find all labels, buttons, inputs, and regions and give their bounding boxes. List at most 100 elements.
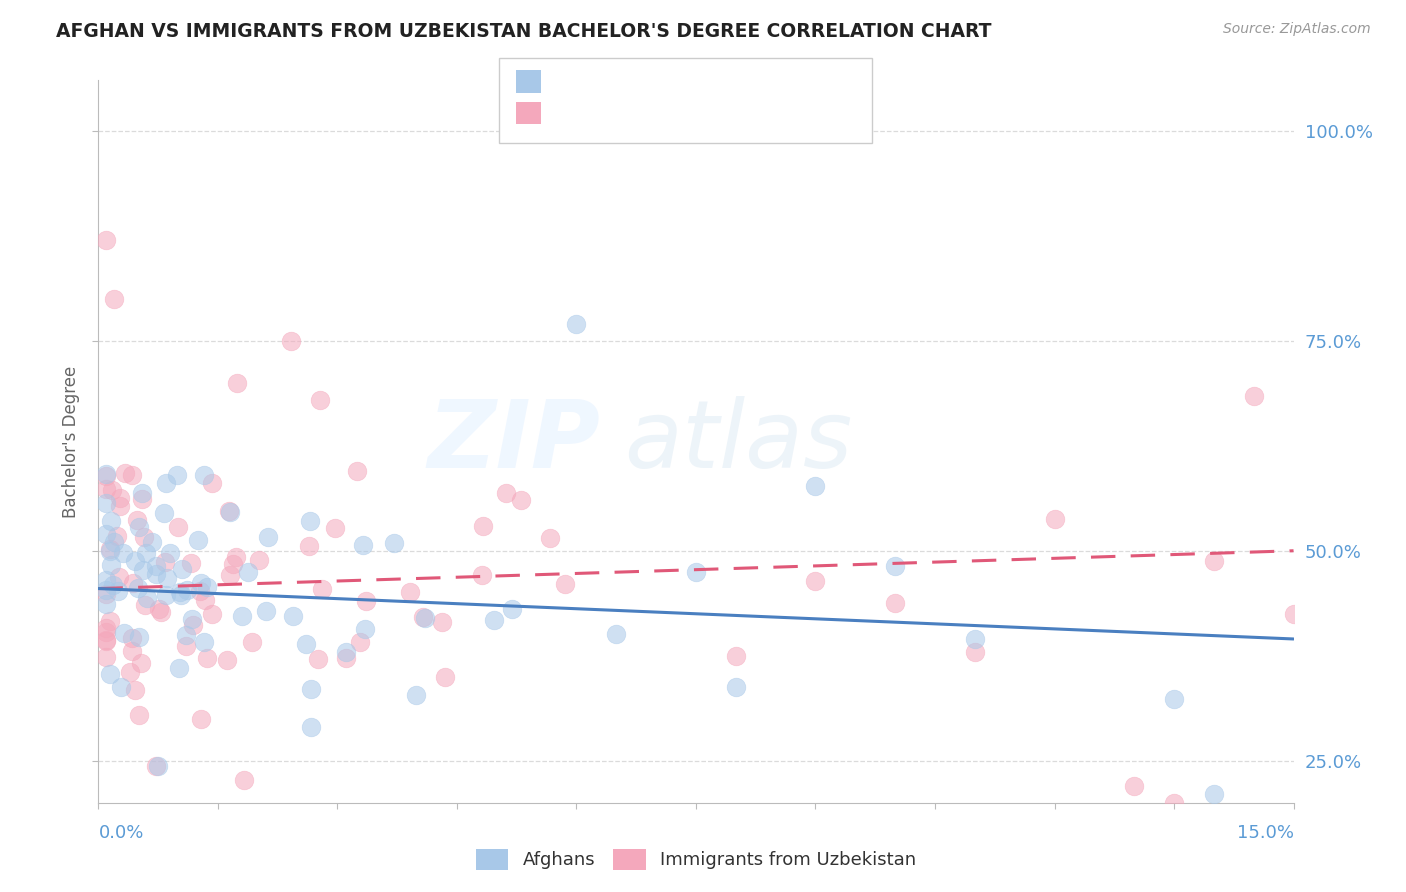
- Point: [195, 651, 218, 665]
- Point: [107, 583, 129, 598]
- Point: [96, 649, 118, 664]
- Point: [96, 496, 118, 510]
- Point: [121, 467, 143, 482]
- Point: [96, 625, 118, 640]
- Point: [346, 464, 368, 478]
- Point: [155, 571, 177, 585]
- Point: [193, 468, 215, 483]
- Point: [100, 514, 122, 528]
- Point: [565, 317, 588, 331]
- Point: [398, 585, 420, 599]
- Point: [169, 585, 191, 599]
- Point: [412, 610, 434, 624]
- Text: R =: R =: [553, 103, 595, 120]
- Point: [724, 648, 747, 663]
- Point: [232, 772, 254, 787]
- Point: [190, 576, 212, 591]
- Point: [110, 500, 132, 514]
- Text: Source: ZipAtlas.com: Source: ZipAtlas.com: [1223, 22, 1371, 37]
- Point: [1163, 796, 1185, 810]
- Point: [100, 558, 122, 572]
- Point: [352, 538, 374, 552]
- Point: [180, 612, 202, 626]
- Point: [187, 533, 209, 547]
- Point: [215, 653, 238, 667]
- Point: [724, 680, 747, 694]
- Text: R =: R =: [553, 71, 595, 89]
- Point: [100, 483, 122, 498]
- Point: [121, 632, 143, 646]
- Text: 74: 74: [716, 71, 737, 89]
- Point: [884, 558, 907, 573]
- Point: [96, 526, 118, 541]
- Point: [225, 549, 247, 564]
- Point: [149, 605, 172, 619]
- Point: [103, 535, 125, 549]
- Point: [155, 589, 177, 603]
- Point: [1202, 554, 1225, 568]
- Point: [201, 475, 224, 490]
- Point: [256, 530, 278, 544]
- Point: [299, 514, 322, 528]
- Point: [247, 553, 270, 567]
- Point: [195, 580, 218, 594]
- Point: [98, 615, 121, 629]
- Point: [307, 652, 329, 666]
- Point: [174, 639, 197, 653]
- Point: [141, 534, 163, 549]
- Text: ZIP: ZIP: [427, 395, 600, 488]
- Point: [134, 598, 156, 612]
- Text: 15.0%: 15.0%: [1236, 824, 1294, 842]
- Point: [538, 531, 561, 545]
- Point: [132, 530, 155, 544]
- Point: [128, 630, 150, 644]
- Point: [111, 546, 134, 560]
- Point: [96, 632, 118, 647]
- Point: [170, 561, 193, 575]
- Point: [181, 618, 204, 632]
- Point: [110, 680, 132, 694]
- Point: [128, 520, 150, 534]
- Point: [193, 635, 215, 649]
- Point: [124, 554, 146, 568]
- Point: [1243, 389, 1265, 403]
- Point: [311, 582, 333, 596]
- Point: [190, 712, 212, 726]
- Text: 0.021: 0.021: [595, 103, 658, 120]
- Point: [121, 644, 143, 658]
- Point: [472, 519, 495, 533]
- Point: [167, 661, 190, 675]
- Point: [114, 467, 136, 481]
- Point: [96, 233, 118, 247]
- Point: [98, 544, 121, 558]
- Point: [145, 559, 167, 574]
- Point: [174, 628, 197, 642]
- Point: [510, 492, 533, 507]
- Point: [98, 541, 121, 556]
- Point: [148, 602, 170, 616]
- Point: [131, 492, 153, 507]
- Point: [131, 657, 153, 671]
- Point: [96, 621, 118, 635]
- Point: [335, 651, 357, 665]
- Point: [501, 601, 523, 615]
- Point: [127, 582, 149, 596]
- Point: [96, 482, 118, 496]
- Point: [963, 632, 986, 646]
- Point: [128, 707, 150, 722]
- Point: [219, 568, 242, 582]
- Point: [188, 584, 211, 599]
- Point: [281, 609, 304, 624]
- Point: [96, 467, 118, 481]
- Point: [218, 504, 240, 518]
- Point: [299, 720, 322, 734]
- Point: [124, 683, 146, 698]
- Point: [884, 596, 907, 610]
- Text: AFGHAN VS IMMIGRANTS FROM UZBEKISTAN BACHELOR'S DEGREE CORRELATION CHART: AFGHAN VS IMMIGRANTS FROM UZBEKISTAN BAC…: [56, 22, 991, 41]
- Point: [325, 521, 347, 535]
- Point: [382, 536, 405, 550]
- Point: [96, 469, 118, 483]
- Text: N =: N =: [668, 103, 731, 120]
- Text: -0.086: -0.086: [595, 71, 658, 89]
- Point: [231, 609, 253, 624]
